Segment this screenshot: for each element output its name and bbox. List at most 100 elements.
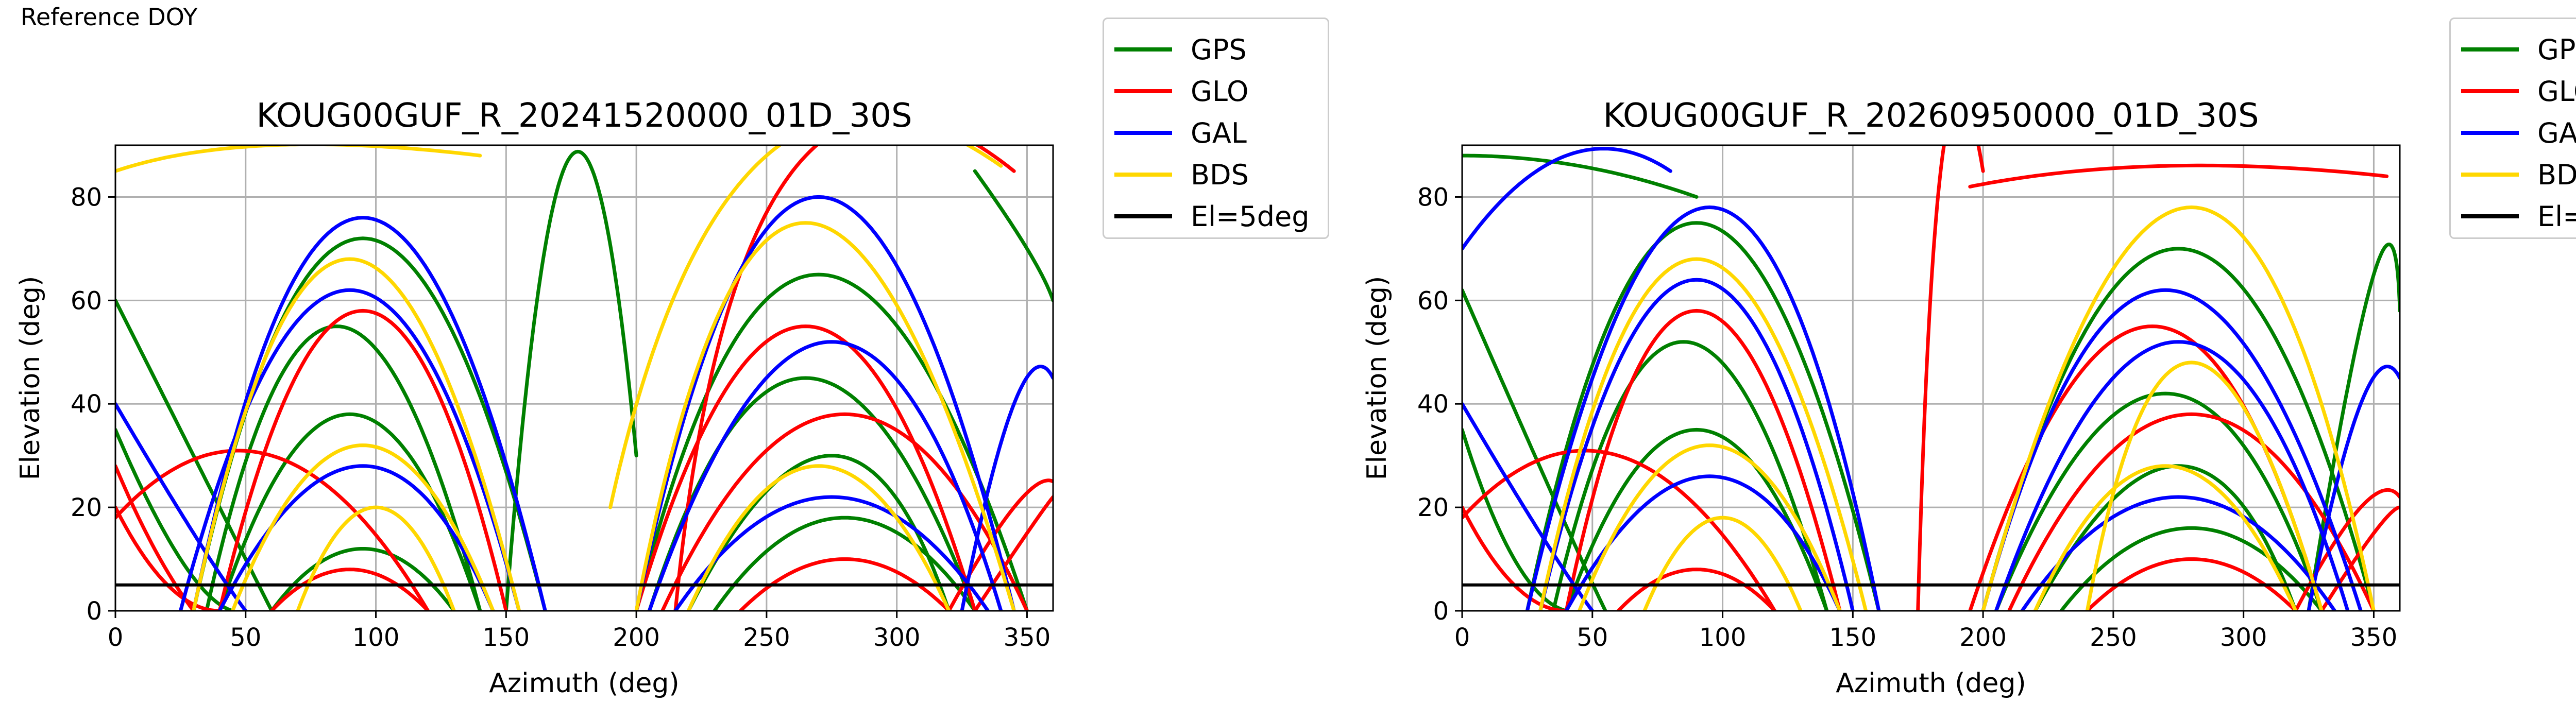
legend-swatch xyxy=(2461,89,2519,93)
track-glo-3 xyxy=(217,308,508,611)
track-glo-5 xyxy=(2007,412,2376,611)
track-glo-4 xyxy=(1462,449,1777,611)
x-tick-label: 250 xyxy=(2090,623,2137,652)
x-tick-label: 0 xyxy=(1454,623,1470,652)
track-gal-1 xyxy=(634,195,1016,611)
track-bds-3 xyxy=(231,443,495,611)
track-glo-3 xyxy=(1564,308,1842,611)
x-tick-label: 50 xyxy=(1577,623,1608,652)
track-glo-4 xyxy=(115,449,430,611)
track-glo-5 xyxy=(660,412,1029,611)
x-tick-label: 350 xyxy=(2350,623,2398,652)
track-glo-6 xyxy=(269,568,430,611)
legend-item-glo: GLO xyxy=(1114,73,1249,109)
legend-item-el-5deg: El=5deg xyxy=(1114,198,1310,234)
x-tick-label: 150 xyxy=(483,623,530,652)
track-glo-2 xyxy=(634,324,977,611)
y-tick-label: 40 xyxy=(71,390,102,419)
track-gal-7 xyxy=(2307,365,2400,611)
x-axis-label: Azimuth (deg) xyxy=(489,668,679,699)
track-gps-1 xyxy=(1551,340,1829,611)
track-gal-8 xyxy=(1462,147,1672,251)
legend-item-bds: BDS xyxy=(2461,157,2576,193)
legend-swatch xyxy=(1114,131,1172,135)
y-tick-label: 40 xyxy=(1417,390,1449,419)
track-glo-8 xyxy=(1916,145,1985,611)
track-gps-2 xyxy=(1981,247,2376,611)
track-bds-1 xyxy=(1981,205,2376,611)
track-bds-2 xyxy=(634,221,1016,611)
track-bds-5 xyxy=(608,145,1003,509)
track-gps-5 xyxy=(2307,242,2400,611)
track-gps-0 xyxy=(1525,221,1881,611)
track-bds-0 xyxy=(115,145,482,173)
legend-label: GAL xyxy=(1191,116,1247,149)
x-tick-label: 300 xyxy=(873,623,921,652)
x-tick-label: 150 xyxy=(1829,623,1877,652)
x-axis-label: Azimuth (deg) xyxy=(1836,668,2026,699)
track-bds-5 xyxy=(2085,361,2324,611)
legend-item-gal: GAL xyxy=(2461,115,2576,151)
page-title: Reference DOY xyxy=(21,3,198,31)
track-glo-10 xyxy=(673,145,1016,611)
axes-frame xyxy=(1461,144,2401,612)
legend-item-el-5deg: El=5deg xyxy=(2461,198,2576,234)
track-gal-0 xyxy=(192,216,547,611)
legend-item-bds: BDS xyxy=(1114,157,1249,193)
track-gps-11 xyxy=(269,547,456,611)
legend-label: El=5deg xyxy=(2537,200,2576,233)
chart-1-legend: GPS GLO GAL BDS El=5deg xyxy=(1103,18,1329,239)
chart-title: KOUG00GUF_R_20260950000_01D_30S xyxy=(1603,97,2259,135)
track-gps-2 xyxy=(634,272,1029,611)
axes-frame xyxy=(114,144,1054,612)
track-gal-6 xyxy=(1462,402,1595,611)
legend-swatch xyxy=(1114,89,1172,93)
y-axis-label: Elevation (deg) xyxy=(1362,276,1393,481)
x-tick-label: 200 xyxy=(1959,623,2007,652)
track-gps-7 xyxy=(217,412,482,611)
legend-swatch xyxy=(2461,131,2519,135)
track-bds-1 xyxy=(192,257,521,611)
y-tick-label: 20 xyxy=(1417,493,1449,522)
legend-swatch xyxy=(1114,214,1172,218)
track-glo-10 xyxy=(1968,163,2389,188)
legend-item-glo: GLO xyxy=(2461,73,2576,109)
track-bds-3 xyxy=(2033,464,2298,611)
y-tick-label: 60 xyxy=(1417,286,1449,315)
chart-2-svg: 0 50 100 150 200 250 300 350 0 20 40 60 80 KOUG00GUF_… xyxy=(1362,97,2401,699)
track-glo-9 xyxy=(973,495,1053,611)
track-gps-8 xyxy=(686,454,951,611)
y-tick-label: 0 xyxy=(1433,597,1449,626)
legend-item-gal: GAL xyxy=(1114,115,1247,151)
track-bds-2 xyxy=(1578,443,1842,611)
track-gal-3 xyxy=(1994,340,2350,611)
legend-label: GAL xyxy=(2537,116,2576,149)
y-tick-label: 20 xyxy=(71,493,102,522)
track-glo-7 xyxy=(738,557,951,611)
track-gal-5 xyxy=(2020,495,2337,611)
track-bds-4 xyxy=(1642,516,1803,611)
x-tick-label: 100 xyxy=(352,623,400,652)
x-tick-label: 100 xyxy=(1699,623,1747,652)
track-gps-10 xyxy=(713,516,977,611)
x-tick-label: 250 xyxy=(743,623,790,652)
y-tick-label: 80 xyxy=(71,183,102,212)
track-glo-9 xyxy=(2319,505,2400,611)
track-gal-6 xyxy=(115,402,248,611)
track-gps-6 xyxy=(1564,427,1829,611)
y-axis-label: Elevation (deg) xyxy=(15,276,46,481)
legend-swatch xyxy=(1114,173,1172,177)
track-glo-6 xyxy=(1616,568,1777,611)
x-tick-label: 300 xyxy=(2220,623,2267,652)
legend-swatch xyxy=(1114,47,1172,52)
legend-label: GPS xyxy=(2537,33,2576,66)
track-gal-1 xyxy=(1981,288,2363,611)
track-gps-9 xyxy=(115,427,234,611)
legend-swatch xyxy=(2461,173,2519,177)
track-gps-5 xyxy=(504,149,638,611)
legend-label: BDS xyxy=(2537,158,2576,191)
x-tick-label: 350 xyxy=(1004,623,1051,652)
chart-title: KOUG00GUF_R_20241520000_01D_30S xyxy=(256,97,912,135)
track-gps-8 xyxy=(1462,427,1568,611)
track-glo-1 xyxy=(2294,488,2400,611)
